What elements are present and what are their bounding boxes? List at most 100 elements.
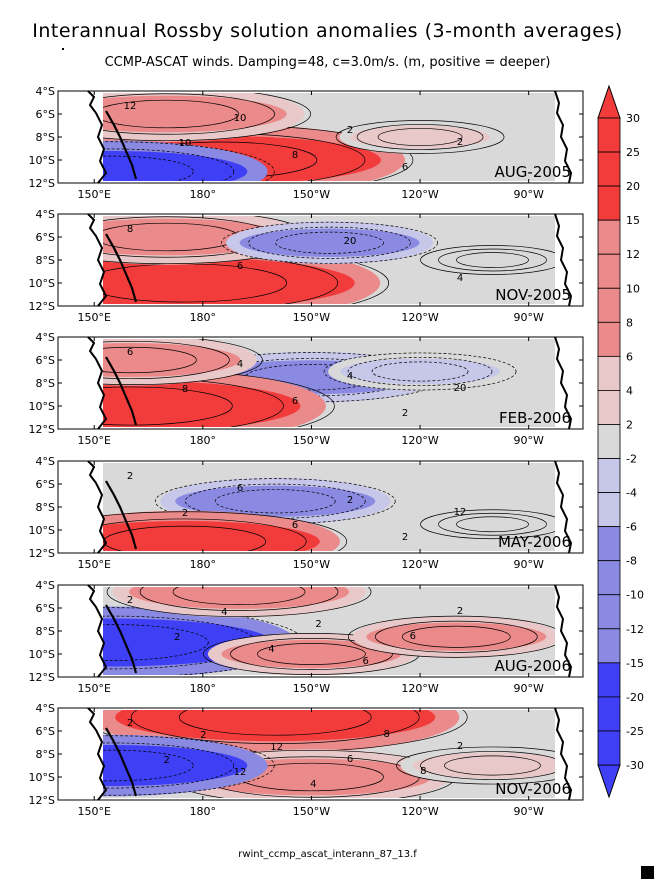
colorbar-bin (597, 526, 621, 562)
colorbar-label: 25 (626, 146, 640, 159)
x-tick-label: 120°W (401, 188, 438, 201)
shaded-field (103, 216, 555, 304)
anomaly-core (129, 587, 350, 609)
x-tick-label: 150°E (77, 311, 110, 324)
colorbar-label: -20 (626, 691, 644, 704)
colorbar-bin (597, 287, 621, 323)
panel-date-label: NOV-2005 (495, 286, 571, 304)
contour-line (396, 746, 555, 785)
x-tick-label: 120°W (401, 311, 438, 324)
land-mask (58, 585, 103, 677)
colorbar-bin (597, 492, 621, 528)
contour-line (374, 620, 538, 653)
colorbar-bin (597, 560, 621, 596)
x-tick-label: 150°E (77, 805, 110, 818)
colorbar-label: -8 (626, 555, 637, 568)
land-mask (58, 91, 103, 183)
map-panel: 4°S 6°S 8°S 10°S 12°S 150°E 180° 150°W 120°W 90°W… (29, 208, 584, 324)
contour-label: 8 (420, 766, 426, 777)
land-mask (58, 708, 103, 800)
contour-line (420, 751, 555, 780)
contour-label: 4 (221, 607, 227, 618)
contour-label: 12 (234, 767, 247, 778)
shaded-field (103, 93, 555, 181)
contour-label: 12 (124, 101, 137, 112)
contour-line (323, 352, 517, 391)
anomaly-core (350, 125, 491, 149)
coastline-west (87, 460, 108, 554)
contour-line (275, 231, 384, 254)
contour-line (103, 93, 275, 135)
anomaly-core (103, 745, 248, 786)
coastline-west (87, 707, 108, 801)
x-tick-label: 90°W (514, 558, 544, 571)
panel-date-label: AUG-2006 (495, 657, 571, 675)
x-tick-label: 150°W (293, 188, 330, 201)
colorbar-label: -15 (626, 657, 644, 670)
contour-line (103, 99, 239, 129)
corner-mark (641, 866, 654, 879)
x-tick-label: 150°E (77, 682, 110, 695)
contour-line (103, 155, 194, 181)
anomaly-core (340, 358, 501, 385)
colorbar-label: -2 (626, 453, 637, 466)
x-tick-label: 90°W (514, 805, 544, 818)
coastline-east (554, 336, 573, 430)
land-mask (58, 461, 103, 553)
y-tick-label: 4°S (36, 702, 55, 715)
anomaly-core (432, 250, 553, 270)
colorbar-bin (597, 117, 621, 153)
colorbar-label: -12 (626, 623, 644, 636)
contour-line (103, 525, 267, 551)
contour-label: 6 (402, 162, 408, 173)
land-mask (58, 214, 103, 306)
coastline-east (554, 460, 573, 554)
contour-label: 8 (383, 729, 389, 740)
contour-label: 6 (347, 754, 353, 765)
contour-label: 6 (410, 631, 416, 642)
y-tick-label: 6°S (36, 478, 55, 491)
shaded-field (103, 463, 555, 551)
anomaly-core (103, 521, 320, 551)
contour-label: 2 (347, 495, 353, 506)
island-chain (105, 356, 138, 426)
colorbar-bin (597, 594, 621, 630)
contour-label: 2 (457, 741, 463, 752)
x-tick-label: 150°W (293, 682, 330, 695)
colorbar-label: -4 (626, 487, 637, 500)
coastline-east (554, 584, 573, 678)
shaded-field (103, 710, 555, 798)
map-panel: 4°S 6°S 8°S 10°S 12°S 150°E 180° 150°W 120°W 90°W… (29, 702, 584, 818)
panel-date-label: AUG-2005 (495, 163, 571, 181)
y-tick-label: 6°S (36, 231, 55, 244)
contour-line (178, 710, 372, 736)
y-tick-label: 10°S (29, 277, 55, 290)
contour-line (347, 357, 493, 386)
x-tick-label: 90°W (514, 311, 544, 324)
y-tick-label: 4°S (36, 208, 55, 221)
colorbar-label: 20 (626, 180, 640, 193)
contour-label: 8 (182, 384, 188, 395)
coastline-west (87, 213, 108, 307)
island-chain (105, 233, 138, 303)
x-tick-label: 150°W (293, 311, 330, 324)
contour-label: 6 (127, 347, 133, 358)
contour-label: 2 (200, 730, 206, 741)
panel-group: 4°S 6°S 8°S 10°S 12°S 150°E 180° 150°W 120°W 90°W… (29, 85, 584, 818)
coastline-east (554, 213, 573, 307)
contour-label: 2 (127, 718, 133, 729)
island-chain (105, 110, 138, 180)
anomaly-core (103, 95, 287, 133)
contour-label: 2 (315, 619, 321, 630)
contour-line (356, 124, 484, 150)
colorbar-label: 15 (626, 214, 640, 227)
x-tick-label: 150°E (77, 434, 110, 447)
contour-line (103, 339, 263, 385)
y-tick-label: 10°S (29, 154, 55, 167)
contour-label: 12 (454, 507, 467, 518)
contour-label: 20 (454, 383, 467, 394)
contour-line (438, 512, 547, 536)
colorbar-bin (597, 321, 621, 357)
colorbar-label: -10 (626, 589, 644, 602)
y-tick-label: 8°S (36, 131, 55, 144)
